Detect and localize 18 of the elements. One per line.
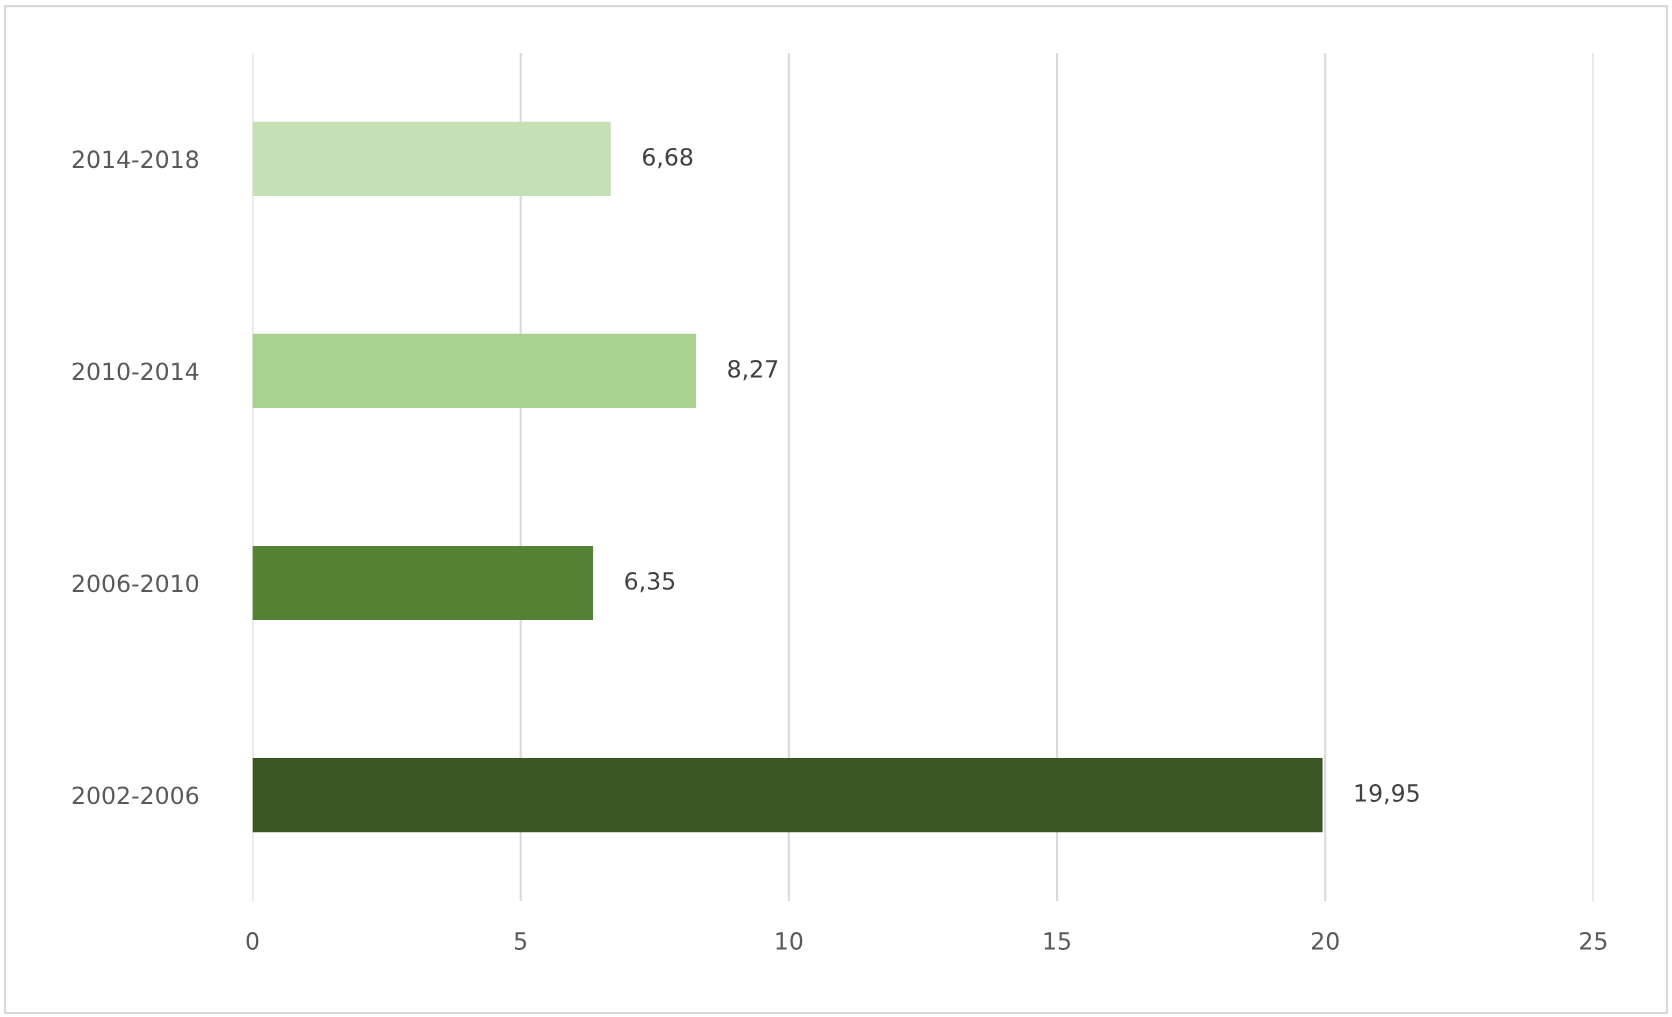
data-label: 19,95 <box>1355 784 1419 805</box>
x-tick-label: 10 <box>776 932 803 950</box>
x-tick-label: 20 <box>1311 932 1339 950</box>
x-tick-label: 25 <box>1580 932 1607 950</box>
x-tick-label: 5 <box>514 932 527 950</box>
bar <box>252 333 697 409</box>
bar <box>252 545 594 621</box>
data-label: 8,27 <box>728 359 778 381</box>
bar <box>252 757 1323 833</box>
y-tick-label: 2006-2010 <box>72 574 199 593</box>
x-tick-label: 15 <box>1044 932 1070 950</box>
data-label: 6,68 <box>642 147 693 169</box>
bar <box>252 121 611 197</box>
y-tick-label: 2002-2006 <box>72 786 199 805</box>
y-tick-label: 2010-2014 <box>72 362 199 381</box>
x-tick-label: 0 <box>246 932 259 950</box>
y-tick-label: 2014-2018 <box>72 150 199 169</box>
data-label: 6,35 <box>625 571 675 593</box>
